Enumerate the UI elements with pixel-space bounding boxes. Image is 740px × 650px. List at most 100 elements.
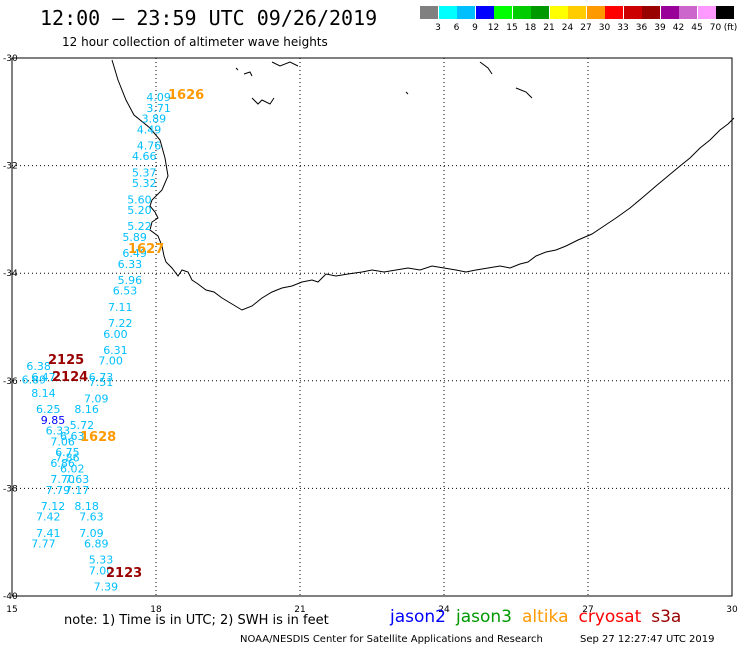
color-bin-label: 33	[617, 23, 629, 33]
color-bin-label: 42	[672, 23, 685, 33]
wave-height-value: 6.33	[46, 425, 71, 438]
satellite-legend-cryosat: cryosat	[578, 607, 642, 627]
wave-height-value: 6.86	[50, 457, 75, 470]
wave-height-value: 6.02	[60, 462, 85, 475]
wave-height-value: 7.00	[98, 355, 123, 368]
wave-height-value: 7.06	[50, 435, 75, 448]
wave-height-value: 7.79	[46, 484, 71, 497]
lon-tick-label: 15	[6, 605, 17, 615]
color-bin-swatch	[420, 6, 438, 19]
color-bin-label: 6	[453, 23, 460, 33]
lat-tick-label: -30	[3, 54, 18, 64]
pass-time-label: 2125	[48, 353, 84, 368]
wave-height-value: 7.09	[84, 392, 109, 405]
wave-height-value: 5.37	[132, 166, 157, 179]
wave-height-value: 6.75	[55, 446, 79, 459]
color-bin-swatch	[512, 6, 531, 19]
wave-height-value: 4.09	[146, 91, 171, 104]
wave-height-value: 5.20	[127, 204, 152, 217]
lat-tick-label: -32	[3, 162, 18, 172]
island-2	[243, 71, 253, 77]
wave-height-value: 7.12	[41, 500, 66, 513]
lon-tick-label: 27	[582, 605, 593, 615]
wave-height-value: 8.14	[31, 387, 56, 400]
color-scale-unit: (ft)	[723, 23, 738, 33]
pass-time-labels: 1626 1627 1628 2125 2124 2123	[48, 88, 204, 581]
wave-height-value: 7.51	[89, 376, 114, 389]
pass-time-label: 2123	[106, 566, 142, 581]
lon-tick-label: 18	[150, 605, 162, 615]
color-bin-label: 70	[709, 23, 722, 33]
wave-height-value: 8.18	[74, 500, 99, 513]
color-bin-swatch	[457, 6, 475, 19]
africa-coastline	[111, 59, 735, 311]
map-frame	[11, 57, 733, 597]
wave-height-value: 6.31	[103, 344, 128, 357]
color-bin-label: 3	[435, 23, 441, 33]
wave-height-value: 6.73	[89, 371, 114, 384]
color-bin-swatch	[623, 6, 642, 19]
lat-lon-grid: 15 18 21 24 27 30-30-32-34-36-38-40	[3, 54, 738, 615]
color-bin-swatch	[586, 6, 605, 19]
wave-height-value: 7.86	[55, 452, 79, 465]
lat-tick-label: -40	[3, 592, 18, 602]
color-bin-swatch	[568, 6, 586, 19]
satellite-legend-altika: altika	[522, 607, 569, 627]
wave-height-value: 7.17	[65, 484, 90, 497]
wave-height-value: 6.47	[31, 371, 56, 384]
wave-height-value: 7.41	[36, 527, 61, 540]
pass-time-label: 1627	[128, 242, 164, 257]
map-title: 12:00 – 23:59 UTC 09/26/2019	[40, 6, 378, 30]
wave-height-value: 5.60	[127, 193, 152, 206]
island-4	[271, 61, 299, 67]
color-bin-swatch	[531, 6, 549, 19]
color-bin-swatch	[438, 6, 457, 19]
wave-height-value: 6.38	[26, 360, 51, 373]
pass-time-label: 2124	[52, 370, 88, 385]
color-bin-label: 21	[543, 23, 555, 33]
generated-timestamp: Sep 27 12:27:47 UTC 2019	[580, 634, 715, 645]
wave-height-value: 9.85	[41, 414, 66, 427]
color-bin-swatch	[642, 6, 660, 19]
lon-tick-label: 21	[294, 605, 305, 615]
wave-height-value: 4.49	[137, 123, 162, 136]
color-bin-label: 15	[506, 23, 518, 33]
color-bin-label: 24	[561, 23, 574, 33]
color-bin-label: 36	[635, 23, 648, 33]
map-note: note: 1) Time is in UTC; 2) SWH is in fe…	[64, 613, 329, 628]
lat-tick-label: -36	[3, 377, 18, 387]
wave-height-value: 6.49	[122, 247, 146, 260]
color-bin-swatch	[716, 6, 734, 19]
wave-height-value: 6.25	[36, 403, 61, 416]
island-1	[235, 67, 239, 71]
lon-tick-label: 30	[726, 605, 738, 615]
wave-height-value: 7.42	[36, 511, 61, 524]
wave-height-value: 7.63	[65, 473, 90, 486]
wave-height-value: 7.63	[79, 511, 104, 524]
pass-time-label: 1626	[168, 88, 204, 103]
wave-height-value: 4.66	[132, 150, 157, 163]
wave-height-value: 5.22	[127, 220, 152, 233]
color-bin-label: 27	[580, 23, 592, 33]
wave-height-value: 6.89	[84, 538, 109, 551]
color-bin-swatch	[549, 6, 568, 19]
wave-height-value: 6.00	[103, 328, 128, 341]
color-bin-swatch	[475, 6, 494, 19]
wave-height-value: 3.71	[146, 102, 171, 115]
color-bin-swatch	[679, 6, 697, 19]
credit-text: NOAA/NESDIS Center for Satellite Applica…	[240, 634, 543, 645]
wave-height-value: 7.09	[79, 527, 104, 540]
satellite-legend: jason2 jason3 altika cryosat s3a	[390, 607, 691, 627]
wave-height-value: 5.33	[89, 554, 114, 567]
map-subtitle: 12 hour collection of altimeter wave hei…	[62, 35, 328, 49]
satellite-legend-jason3: jason3	[456, 607, 512, 627]
wave-height-value: 7.22	[108, 317, 133, 330]
wave-height-value: 6.89	[22, 373, 46, 386]
wave-height-value: 6.63	[60, 430, 85, 443]
lat-tick-label: -38	[3, 484, 18, 494]
color-bin-label: 30	[598, 23, 611, 33]
wave-height-value: 8.16	[74, 403, 99, 416]
wave-height-value: 7.11	[108, 301, 133, 314]
wave-height-value: 7.77	[31, 538, 56, 551]
